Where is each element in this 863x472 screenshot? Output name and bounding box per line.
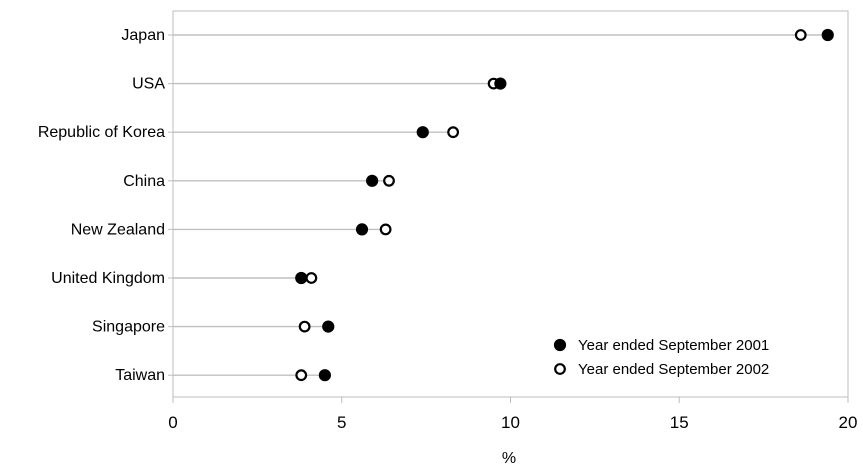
marker-2002 xyxy=(379,223,392,236)
category-label: United Kingdom xyxy=(51,270,165,287)
marker-2001 xyxy=(821,28,834,42)
legend-marker-2001 xyxy=(553,338,567,352)
legend: Year ended September 2001 Year ended Sept… xyxy=(553,337,769,378)
marker-2001 xyxy=(494,77,507,90)
marker-2001 xyxy=(355,223,369,236)
marker-2002 xyxy=(298,320,311,333)
category-label: USA xyxy=(132,76,165,93)
marker-2002 xyxy=(305,272,318,284)
marker-2001 xyxy=(366,174,379,187)
marker-2001 xyxy=(416,126,429,139)
lollipop-lines xyxy=(173,34,828,376)
category-label: Japan xyxy=(121,27,165,44)
marker-2002 xyxy=(794,29,807,41)
marker-2001 xyxy=(295,271,308,285)
category-label: Singapore xyxy=(92,319,165,336)
x-tick-label: 10 xyxy=(501,413,520,432)
category-label: Republic of Korea xyxy=(38,124,165,141)
x-tick-label: 20 xyxy=(839,413,858,432)
marker-2002 xyxy=(295,369,308,382)
category-label: China xyxy=(123,173,165,190)
x-axis-ticks: 0 5 10 15 20 xyxy=(168,397,857,432)
x-tick-label: 0 xyxy=(168,413,177,432)
legend-label: Year ended September 2001 xyxy=(578,337,769,354)
category-label: New Zealand xyxy=(71,221,165,238)
marker-2001 xyxy=(318,369,331,382)
marker-2002 xyxy=(447,126,460,139)
x-tick-label: 15 xyxy=(670,413,689,432)
legend-marker-2002 xyxy=(554,363,566,375)
x-axis-label: % xyxy=(502,450,516,467)
marker-2002 xyxy=(383,174,395,187)
category-label: Taiwan xyxy=(115,367,165,384)
category-labels: Japan USA Republic of Korea China New Zealan… xyxy=(38,27,166,384)
legend-label: Year ended September 2002 xyxy=(578,361,769,378)
x-tick-label: 5 xyxy=(337,413,346,432)
markers xyxy=(295,28,834,382)
marker-2001 xyxy=(322,320,335,333)
